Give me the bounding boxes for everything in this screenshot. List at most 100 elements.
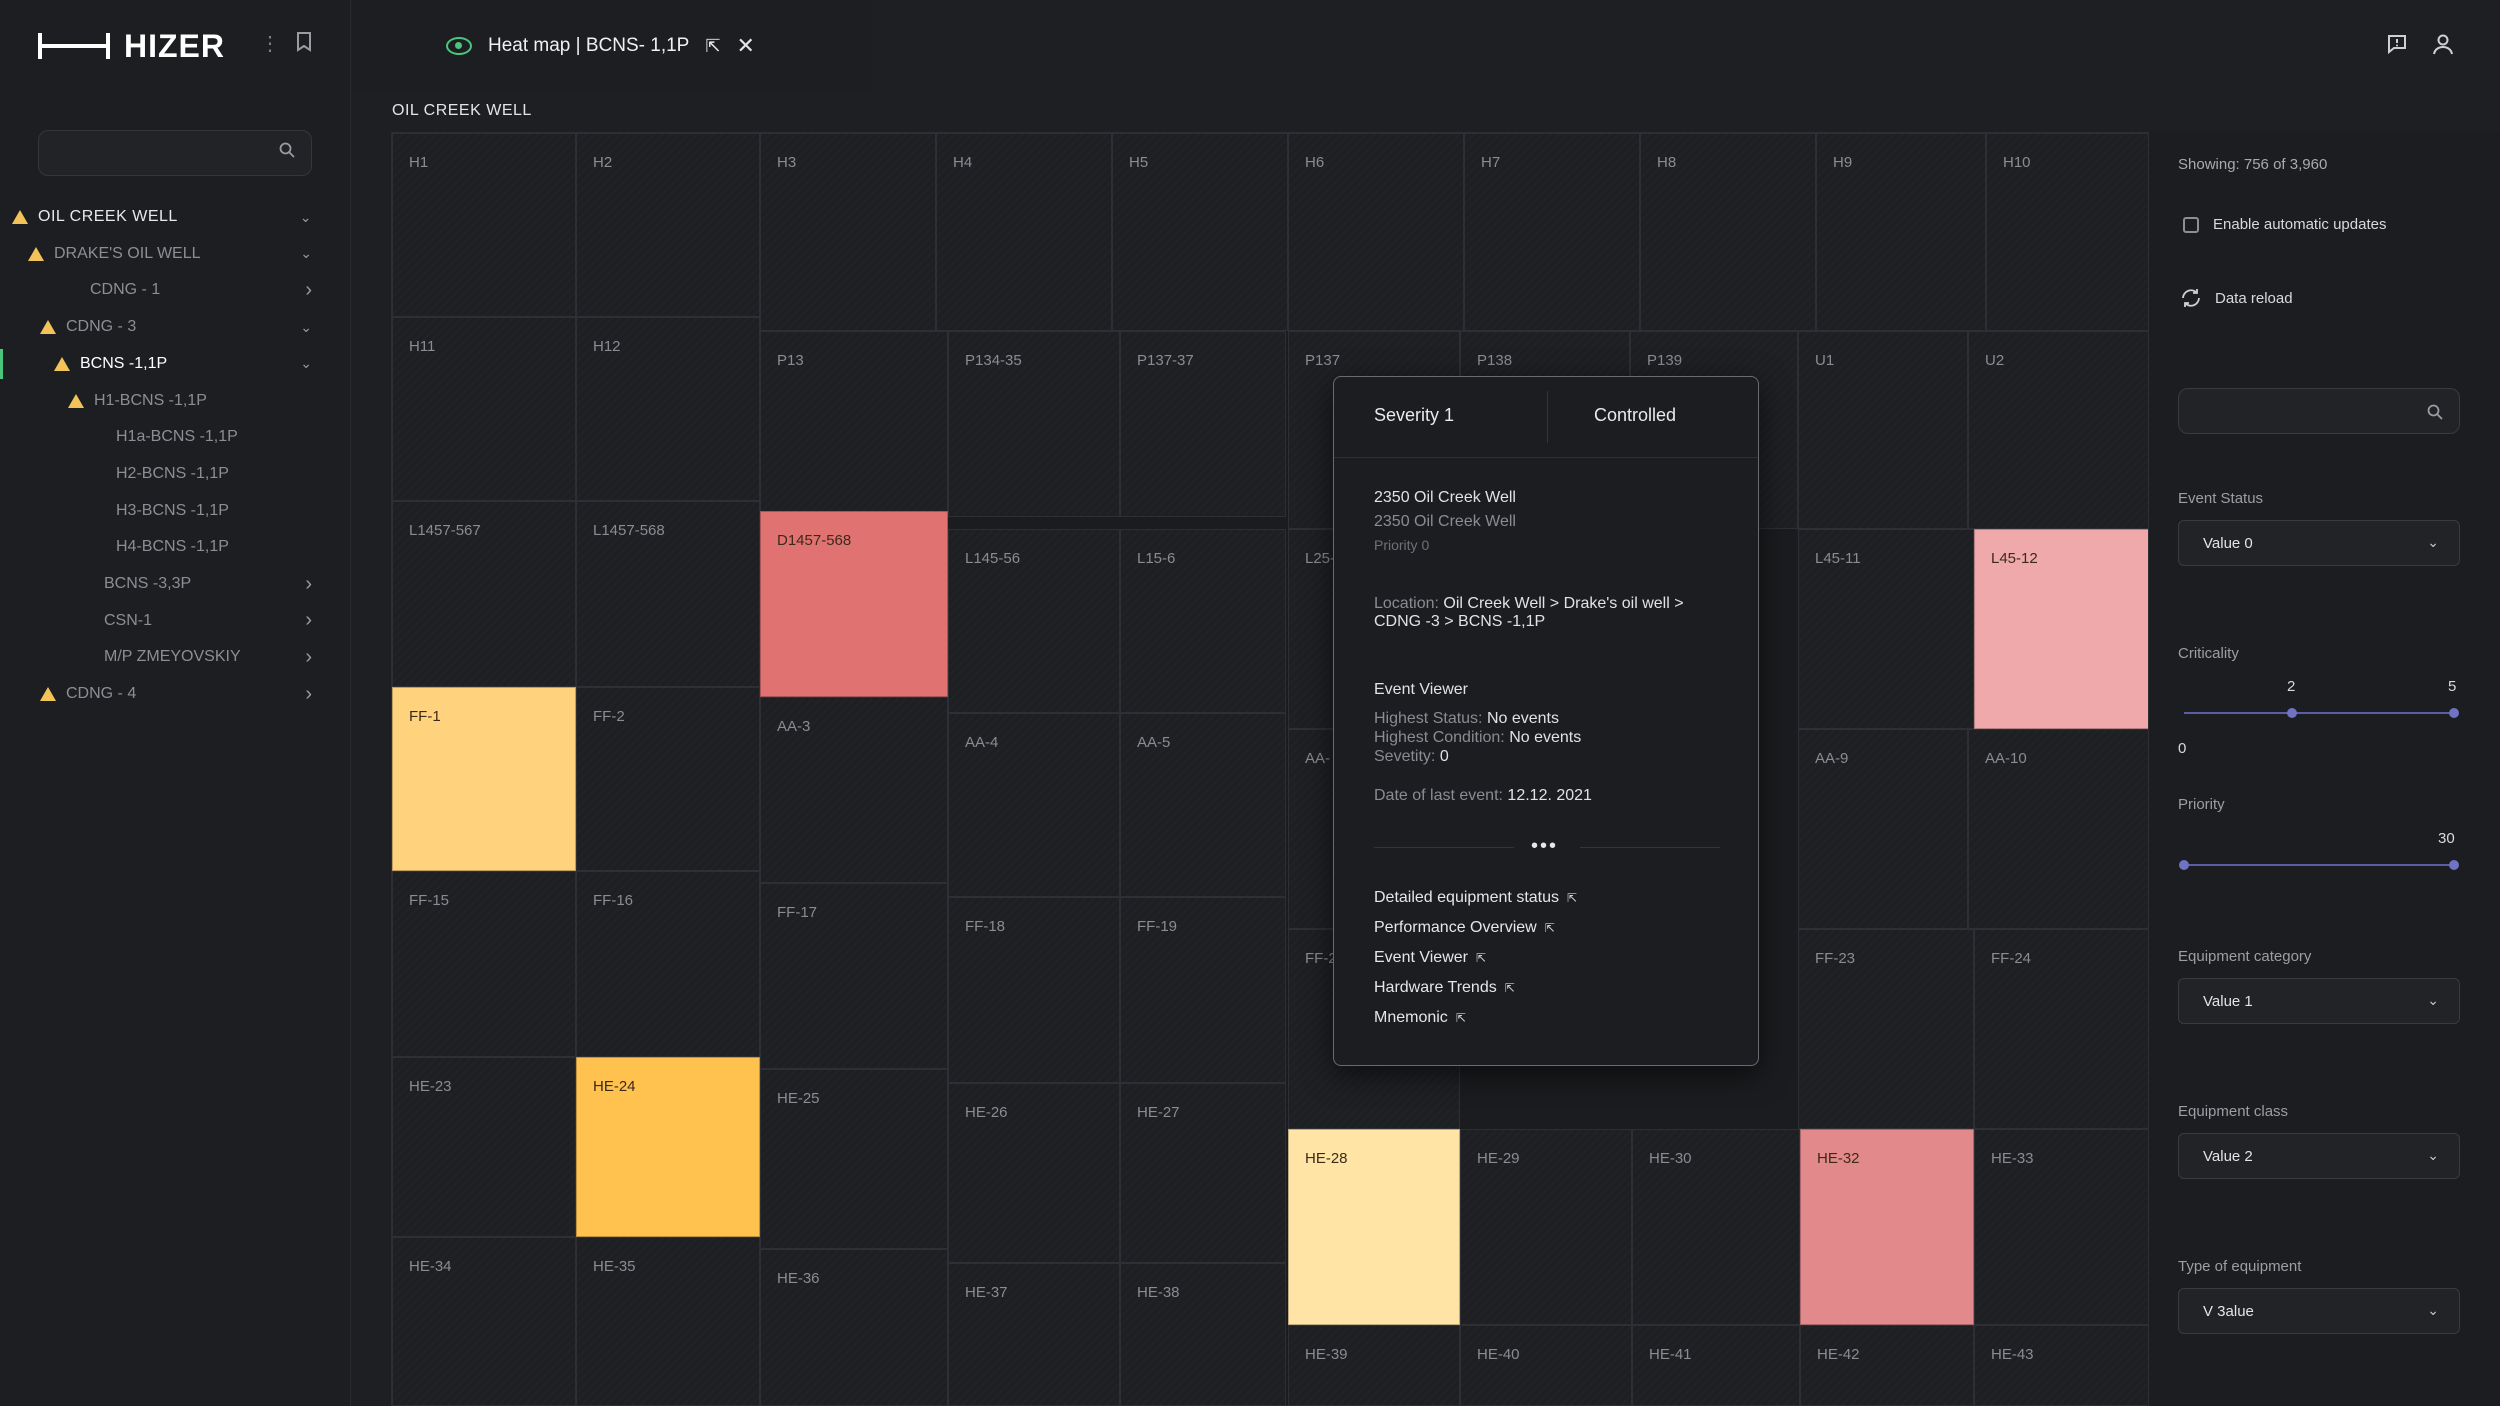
heatmap-cell[interactable]: HE-28 xyxy=(1288,1129,1460,1325)
hierarchy-icon[interactable]: ⋮ xyxy=(260,33,280,55)
heatmap-cell[interactable]: HE-39 xyxy=(1288,1325,1460,1405)
heatmap-cell[interactable]: HE-38 xyxy=(1120,1263,1286,1405)
popup-link[interactable]: Event Viewer ⇱ xyxy=(1374,949,1487,966)
heatmap-cell[interactable]: HE-42 xyxy=(1800,1325,1974,1405)
tree-item[interactable]: DRAKE'S OIL WELL ⌄ xyxy=(0,237,350,271)
heatmap-cell[interactable]: HE-25 xyxy=(760,1069,948,1249)
heatmap-cell[interactable]: HE-30 xyxy=(1632,1129,1800,1325)
heatmap-cell[interactable]: H8 xyxy=(1640,133,1816,331)
heatmap-cell[interactable]: HE-35 xyxy=(576,1237,760,1405)
heatmap-cell[interactable]: FF-2 xyxy=(576,687,760,871)
heatmap-cell[interactable]: FF-15 xyxy=(392,871,576,1057)
popup-link[interactable]: Hardware Trends ⇱ xyxy=(1374,979,1515,996)
heatmap-cell[interactable]: H1 xyxy=(392,133,576,317)
tree-item[interactable]: H1a-BCNS -1,1P xyxy=(0,420,350,454)
heatmap-cell[interactable]: H7 xyxy=(1464,133,1640,331)
chat-icon[interactable] xyxy=(2384,32,2410,58)
search-icon[interactable] xyxy=(2427,404,2443,420)
heatmap-cell[interactable]: H2 xyxy=(576,133,760,317)
heatmap-cell[interactable]: AA-10 xyxy=(1968,729,2148,929)
tree-item[interactable]: CDNG - 4 › xyxy=(0,677,350,711)
heatmap-cell[interactable]: AA-4 xyxy=(948,713,1120,897)
heatmap-cell[interactable]: L45-11 xyxy=(1798,529,1974,729)
heatmap-cell[interactable]: H9 xyxy=(1816,133,1986,331)
tree-item[interactable]: BCNS -3,3P › xyxy=(0,567,350,601)
heatmap-cell[interactable]: H5 xyxy=(1112,133,1288,331)
heatmap-cell[interactable]: HE-41 xyxy=(1632,1325,1800,1405)
heatmap-cell[interactable]: U1 xyxy=(1798,331,1968,529)
tree-item[interactable]: H3-BCNS -1,1P xyxy=(0,494,350,528)
heatmap-cell[interactable]: P134-35 xyxy=(948,331,1120,517)
heatmap-cell[interactable]: P137-37 xyxy=(1120,331,1286,517)
heatmap-cell[interactable]: L15-6 xyxy=(1120,529,1286,713)
heatmap-cell[interactable]: AA-3 xyxy=(760,697,948,883)
search-icon[interactable] xyxy=(279,142,295,158)
tree-item[interactable]: CDNG - 3 ⌄ xyxy=(0,310,350,344)
heatmap-cell[interactable]: FF-24 xyxy=(1974,929,2148,1129)
chevron-down-icon[interactable]: ⌄ xyxy=(299,208,312,225)
heatmap-cell[interactable]: FF-1 xyxy=(392,687,576,871)
equipment-type-select[interactable]: V 3alue ⌄ xyxy=(2178,1288,2460,1334)
external-link-icon[interactable]: ⇱ xyxy=(705,35,721,56)
criticality-slider[interactable] xyxy=(2184,712,2454,714)
popup-link[interactable]: Performance Overview ⇱ xyxy=(1374,919,1555,936)
heatmap-cell[interactable]: HE-29 xyxy=(1460,1129,1632,1325)
heatmap-cell[interactable]: HE-43 xyxy=(1974,1325,2148,1405)
heatmap-cell[interactable]: L45-12 xyxy=(1974,529,2148,729)
heatmap-cell[interactable]: AA-9 xyxy=(1798,729,1968,929)
chevron-right-icon[interactable]: › xyxy=(305,278,312,301)
heatmap-cell[interactable]: FF-19 xyxy=(1120,897,1286,1083)
more-icon[interactable]: ••• xyxy=(1531,835,1559,857)
heatmap-cell[interactable]: H11 xyxy=(392,317,576,501)
checkbox[interactable] xyxy=(2183,216,2199,233)
close-icon[interactable]: ✕ xyxy=(736,33,755,58)
chevron-right-icon[interactable]: › xyxy=(305,609,312,632)
chevron-right-icon[interactable]: › xyxy=(305,682,312,705)
heatmap-cell[interactable]: FF-23 xyxy=(1798,929,1974,1129)
chevron-down-icon[interactable]: ⌄ xyxy=(300,355,312,372)
heatmap-cell[interactable]: U2 xyxy=(1968,331,2148,529)
heatmap-cell[interactable]: H12 xyxy=(576,317,760,501)
bookmark-icon[interactable] xyxy=(292,32,316,56)
heatmap-cell[interactable]: D1457-568 xyxy=(760,511,948,697)
heatmap-cell[interactable]: HE-32 xyxy=(1800,1129,1974,1325)
chevron-right-icon[interactable]: › xyxy=(305,572,312,595)
tree-item[interactable]: H4-BCNS -1,1P xyxy=(0,530,350,564)
priority-handle[interactable] xyxy=(2449,860,2459,870)
heatmap-cell[interactable]: HE-23 xyxy=(392,1057,576,1237)
heatmap-cell[interactable]: H4 xyxy=(936,133,1112,331)
heatmap-cell[interactable]: HE-36 xyxy=(760,1249,948,1405)
heatmap-cell[interactable]: HE-33 xyxy=(1974,1129,2148,1325)
heatmap-cell[interactable]: HE-40 xyxy=(1460,1325,1632,1405)
popup-link[interactable]: Mnemonic ⇱ xyxy=(1374,1009,1466,1026)
auto-updates-toggle[interactable]: Enable automatic updates xyxy=(2183,216,2386,233)
heatmap-cell[interactable]: L1457-567 xyxy=(392,501,576,687)
heatmap-cell[interactable]: FF-17 xyxy=(760,883,948,1069)
heatmap-cell[interactable]: H3 xyxy=(760,133,936,331)
heatmap-cell[interactable]: HE-37 xyxy=(948,1263,1120,1405)
heatmap-cell[interactable]: FF-16 xyxy=(576,871,760,1057)
heatmap-cell[interactable]: P13 xyxy=(760,331,948,517)
equipment-class-select[interactable]: Value 2 ⌄ xyxy=(2178,1133,2460,1179)
user-icon[interactable] xyxy=(2430,32,2456,58)
tab-heatmap[interactable]: Heat map | BCNS- 1,1P ⇱ ✕ xyxy=(446,30,755,62)
event-status-select[interactable]: Value 0 ⌄ xyxy=(2178,520,2460,566)
sidebar-search-input[interactable] xyxy=(53,131,277,177)
heatmap-cell[interactable]: H10 xyxy=(1986,133,2148,331)
data-reload-button[interactable]: Data reload xyxy=(2179,286,2293,310)
heatmap-cell[interactable]: L145-56 xyxy=(948,529,1120,713)
heatmap-cell[interactable]: H6 xyxy=(1288,133,1464,331)
tree-item[interactable]: CDNG - 1 › xyxy=(0,273,350,307)
app-logo[interactable]: HIZER xyxy=(38,26,225,66)
heatmap-cell[interactable]: FF-18 xyxy=(948,897,1120,1083)
chevron-right-icon[interactable]: › xyxy=(305,645,312,668)
priority-min-handle[interactable] xyxy=(2179,860,2189,870)
tree-item[interactable]: H2-BCNS -1,1P xyxy=(0,457,350,491)
chevron-down-icon[interactable]: ⌄ xyxy=(300,245,312,262)
heatmap-cell[interactable]: L1457-568 xyxy=(576,501,760,687)
popup-link[interactable]: Detailed equipment status ⇱ xyxy=(1374,889,1578,906)
heatmap-cell[interactable]: AA-5 xyxy=(1120,713,1286,897)
tree-item[interactable]: M/P ZMEYOVSKIY › xyxy=(0,640,350,674)
heatmap-cell[interactable]: HE-24 xyxy=(576,1057,760,1237)
tree-item[interactable]: BCNS -1,1P ⌄ xyxy=(0,347,350,381)
